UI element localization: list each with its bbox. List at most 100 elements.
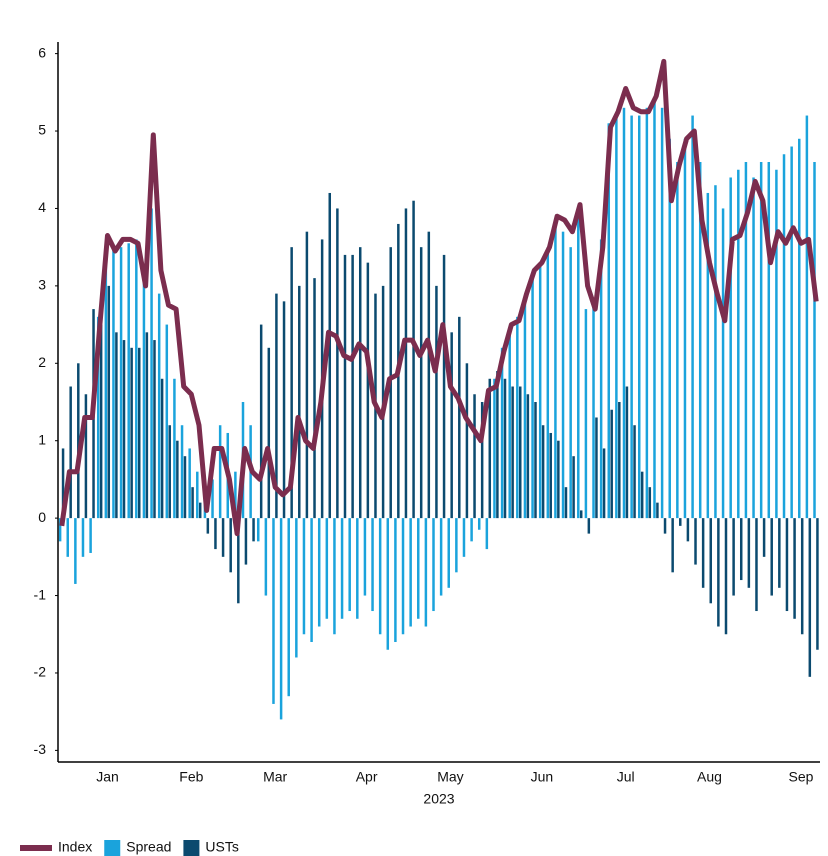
bar <box>488 378 492 519</box>
y-tick-label: 3 <box>38 277 46 293</box>
bar <box>191 487 194 519</box>
bar <box>602 448 606 519</box>
bar <box>439 518 443 596</box>
bar <box>198 502 202 519</box>
bar <box>229 518 232 573</box>
x-tick-label: Aug <box>697 769 722 785</box>
bar <box>770 518 773 596</box>
x-tick-label: May <box>437 769 463 785</box>
bar <box>157 293 161 519</box>
bar <box>160 378 164 519</box>
bar <box>793 518 796 619</box>
line <box>59 58 819 537</box>
bar <box>404 208 408 519</box>
bar <box>363 518 367 596</box>
bar <box>401 518 405 635</box>
bar <box>317 518 321 627</box>
bar <box>96 316 100 519</box>
bar <box>340 518 344 619</box>
bar <box>813 162 816 519</box>
bar <box>188 448 191 519</box>
bar <box>358 247 362 519</box>
bar <box>310 518 313 642</box>
bar <box>366 262 370 519</box>
bar <box>267 347 271 519</box>
bar <box>412 200 415 519</box>
bar <box>112 247 115 519</box>
bar <box>417 518 420 619</box>
y-tick-label: -3 <box>34 741 47 757</box>
bar <box>683 138 687 519</box>
bar <box>732 518 735 596</box>
bar <box>607 123 611 519</box>
bar <box>150 208 153 519</box>
legend-label: Index <box>58 839 92 855</box>
bar <box>714 185 717 519</box>
x-tick-label: Apr <box>356 769 378 785</box>
bar <box>477 518 481 530</box>
bar <box>615 115 618 519</box>
bar <box>447 518 450 588</box>
bar <box>541 425 545 519</box>
bar <box>752 177 755 519</box>
bar <box>196 471 199 519</box>
bar <box>180 425 184 519</box>
bar <box>805 115 809 519</box>
bar <box>272 518 275 704</box>
bar <box>747 518 751 588</box>
bar <box>119 247 123 519</box>
bar <box>450 332 453 519</box>
bar <box>584 309 588 519</box>
bar <box>706 192 710 519</box>
bar <box>579 510 583 519</box>
bar <box>653 100 656 519</box>
bar <box>138 347 141 519</box>
bar <box>127 243 130 519</box>
bar <box>721 208 725 519</box>
bar <box>782 154 786 519</box>
bar <box>173 378 176 519</box>
bar <box>701 518 705 588</box>
bar <box>218 425 222 519</box>
y-tick-label: -2 <box>34 664 47 680</box>
bar <box>744 162 748 519</box>
bar <box>592 301 595 519</box>
bar <box>168 425 171 519</box>
x-tick-label: Jul <box>617 769 635 785</box>
bar <box>564 487 568 519</box>
bar <box>74 518 77 584</box>
bar <box>640 471 644 519</box>
bar <box>729 177 732 519</box>
bar <box>800 518 804 635</box>
bar <box>66 518 69 557</box>
bar <box>325 518 329 619</box>
bar <box>630 115 633 519</box>
bar <box>214 518 217 550</box>
legend-label: Spread <box>126 839 171 855</box>
bar <box>282 301 286 519</box>
bar <box>351 254 354 519</box>
bar <box>808 518 812 677</box>
bar <box>145 332 149 519</box>
bar <box>554 223 557 519</box>
bar <box>531 278 534 519</box>
bar <box>176 440 179 519</box>
bar <box>234 471 237 519</box>
bar <box>671 518 674 573</box>
bar <box>717 518 720 627</box>
legend-swatch <box>183 840 200 856</box>
y-tick-label: 1 <box>38 431 46 447</box>
y-tick-label: 4 <box>38 199 46 215</box>
bar <box>122 340 126 519</box>
x-tick-label: Jan <box>96 769 119 785</box>
bar <box>656 502 659 519</box>
bar <box>287 518 290 697</box>
y-tick-label: 0 <box>38 509 46 525</box>
bar <box>462 518 466 557</box>
bar <box>107 285 111 519</box>
bar <box>660 107 664 519</box>
bar <box>561 231 565 519</box>
bar <box>775 169 778 519</box>
y-tick-label: 2 <box>38 354 46 370</box>
bar <box>386 518 390 650</box>
